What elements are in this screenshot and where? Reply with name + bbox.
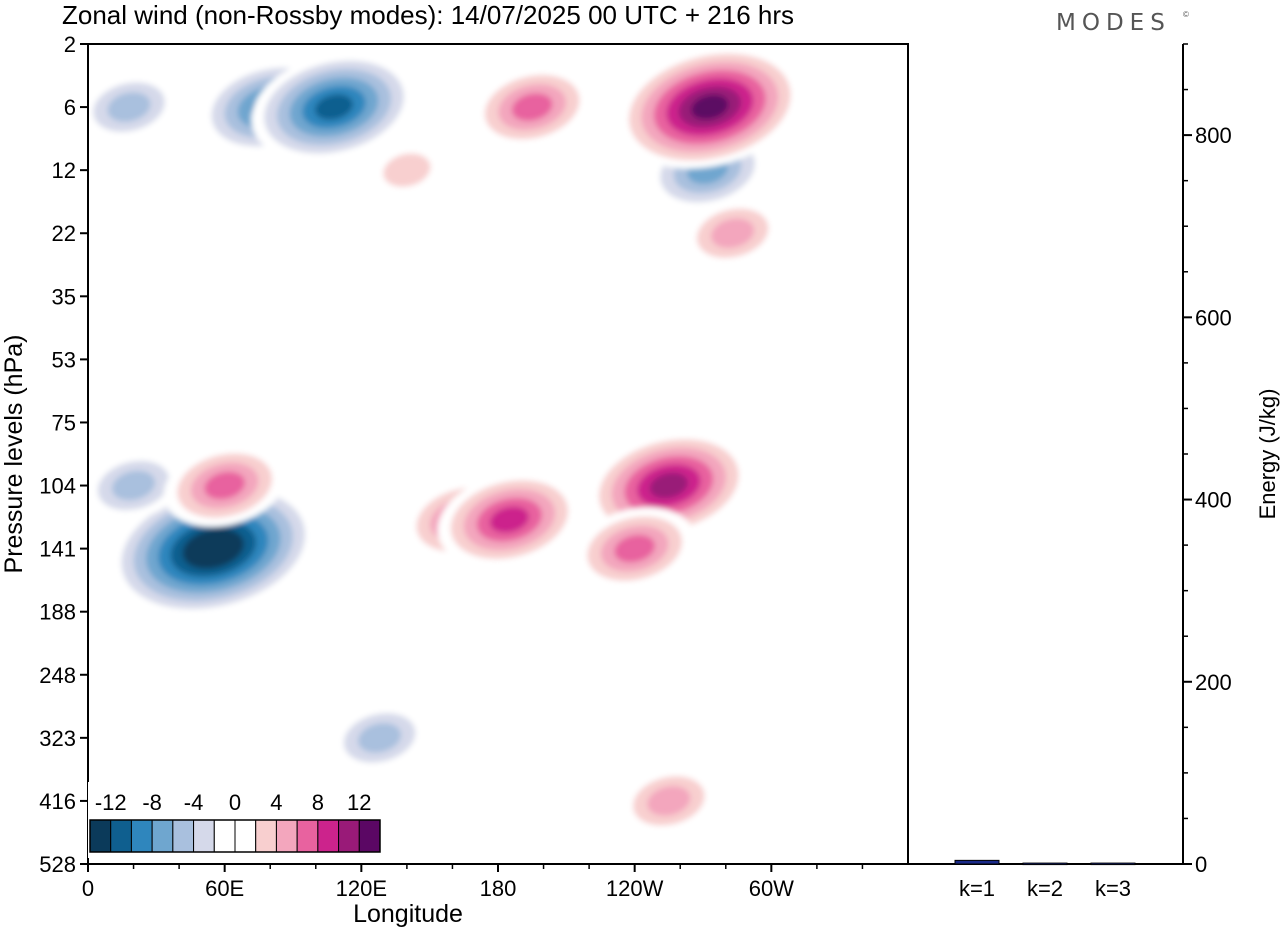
y-tick-label-53: 53 (52, 347, 76, 372)
colorbar-swatch-13 (358, 819, 381, 853)
x-tick-label-60E: 60E (205, 876, 244, 901)
colorbar-swatch-7 (234, 819, 257, 853)
chart-title: Zonal wind (non-Rossby modes): 14/07/202… (62, 0, 794, 30)
contour-blob-12-5 (649, 472, 688, 499)
contour-blob-6-2 (112, 470, 156, 501)
energy-bar-k=2 (1022, 862, 1068, 866)
y-tick-label-141: 141 (39, 537, 76, 562)
colorbar-label--4: -4 (184, 790, 204, 815)
energy-bar-k=3 (1090, 862, 1136, 866)
bar-category-label-k=2: k=2 (1027, 876, 1063, 901)
x-tick-label-180: 180 (480, 876, 517, 901)
contour-blob-9-3 (204, 471, 246, 500)
colorbar-swatch-4 (172, 819, 195, 853)
y-tick-label-416: 416 (39, 789, 76, 814)
x-tick-label-0: 0 (82, 876, 94, 901)
energy-tick-label-400: 400 (1195, 488, 1232, 513)
colorbar-label-8: 8 (312, 790, 324, 815)
y-tick-label-528: 528 (39, 852, 76, 877)
colorbar-label--8: -8 (142, 790, 162, 815)
colorbar-label-12: 12 (347, 790, 371, 815)
x-axis-label: Longitude (353, 900, 463, 928)
bar-category-label-k=3: k=3 (1095, 876, 1131, 901)
brand-copyright-mark: © (1183, 10, 1189, 19)
energy-tick-label-200: 200 (1195, 670, 1232, 695)
colorbar-swatch-5 (193, 819, 215, 853)
colorbar-swatch-10 (296, 819, 319, 853)
energy-tick-label-800: 800 (1195, 123, 1232, 148)
colorbar-swatch-3 (151, 819, 174, 853)
y-axis-label: Pressure levels (hPa) (0, 335, 28, 574)
y-tick-label-35: 35 (52, 284, 76, 309)
contour-blob-16-1 (383, 153, 431, 187)
colorbar-swatch-2 (130, 819, 153, 853)
contour-blob-13-3 (614, 534, 656, 563)
colorbar-swatch-0 (89, 819, 112, 853)
contour-blob-3-5 (314, 94, 354, 120)
energy-bar-plot: 0 200 400 600 800 Energy (J/kg) k=1 k=2 k=3 (907, 43, 1280, 901)
contour-blob-17-0 (149, 335, 218, 384)
contour-blob-7-3 (511, 93, 553, 121)
colorbar-label-0: 0 (229, 790, 241, 815)
colorbar-swatch-11 (317, 819, 340, 853)
x-tick-label-120E: 120E (336, 876, 387, 901)
y-tick-label-323: 323 (39, 726, 76, 751)
y-tick-label-22: 22 (52, 221, 76, 246)
y-tick-label-6: 6 (64, 95, 76, 120)
colorbar-swatch-9 (275, 819, 298, 853)
contour-blob-0-7 (194, 536, 232, 561)
energy-tick-label-600: 600 (1195, 305, 1232, 330)
contour-blob-11-4 (489, 506, 529, 533)
heatmap-field (88, 45, 804, 836)
bar-plot-background (908, 44, 1183, 864)
x-tick-label-120W: 120W (606, 876, 664, 901)
y-tick-label-104: 104 (39, 474, 76, 499)
colorbar-swatch-6 (213, 819, 236, 853)
colorbar-swatch-8 (255, 819, 277, 853)
bar-category-label-k=1: k=1 (959, 876, 995, 901)
contour-blob-1-2 (107, 92, 151, 122)
energy-axis-label: Energy (J/kg) (1255, 389, 1280, 520)
colorbar-swatch-1 (110, 819, 132, 853)
colorbar-label--12: -12 (95, 790, 127, 815)
colorbar-swatch-12 (338, 819, 360, 853)
y-tick-label-248: 248 (39, 663, 76, 688)
y-tick-label-2: 2 (64, 32, 76, 57)
energy-tick-label-0: 0 (1195, 852, 1207, 877)
energy-bar-k=1 (954, 859, 1000, 865)
contour-blob-15-2 (711, 218, 755, 248)
colorbar-frame (89, 819, 381, 853)
x-tick-label-60W: 60W (749, 876, 794, 901)
contour-blob-5-2 (358, 723, 402, 753)
y-tick-label-75: 75 (52, 410, 76, 435)
colorbar-label-4: 4 (270, 790, 282, 815)
brand-logo: MODES (1056, 10, 1171, 36)
contour-blob-8-6 (691, 94, 729, 120)
y-tick-label-12: 12 (52, 158, 76, 183)
y-tick-label-188: 188 (39, 600, 76, 625)
contour-blob-14-2 (647, 786, 691, 816)
